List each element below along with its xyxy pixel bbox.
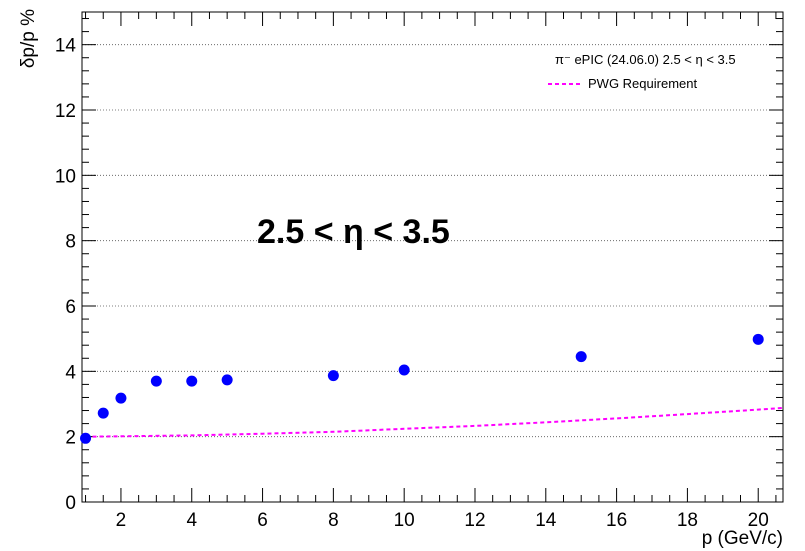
x-tick-label: 6 [257, 510, 268, 531]
data-point [80, 432, 92, 444]
x-tick-label: 10 [394, 510, 415, 531]
data-point [186, 375, 198, 387]
series [80, 333, 784, 444]
y-tick-label: 12 [55, 101, 76, 122]
y-axis-label: δp/p % [18, 9, 39, 68]
data-point [398, 364, 410, 376]
x-tick-label: 12 [464, 510, 485, 531]
data-point [150, 375, 162, 387]
data-point [327, 370, 339, 382]
y-tick-label: 10 [55, 166, 76, 187]
eta-range-annotation: 2.5 < η < 3.5 [257, 213, 450, 251]
y-tick-label: 14 [55, 36, 77, 57]
x-tick-label: 16 [606, 510, 627, 531]
x-tick-label: 2 [116, 510, 127, 531]
data-point [221, 374, 233, 386]
x-tick-label: 14 [535, 510, 557, 531]
x-tick-label: 8 [328, 510, 339, 531]
x-axis-label: p (GeV/c) [702, 528, 783, 549]
data-point [97, 407, 109, 419]
data-point [575, 351, 587, 363]
axes: 0 2 4 6 8 10 12 14 2 4 6 8 10 12 14 16 18 20 [55, 11, 784, 531]
legend: π⁻ ePIC (24.06.0) 2.5 < η < 3.5 PWG Requi… [548, 52, 736, 91]
x-tick-label: 20 [748, 510, 769, 531]
plot-frame [81, 11, 784, 503]
data-point [752, 333, 764, 345]
y-tick-label: 6 [65, 297, 76, 318]
y-tick-label: 0 [65, 493, 76, 514]
y-tick-label: 4 [65, 362, 76, 383]
legend-label-requirement: PWG Requirement [588, 76, 697, 91]
data-point [115, 392, 127, 404]
legend-label-epic: π⁻ ePIC (24.06.0) 2.5 < η < 3.5 [555, 52, 736, 67]
pwg-requirement-line [85, 406, 784, 438]
x-tick-label: 4 [186, 510, 197, 531]
y-tick-label: 8 [65, 232, 76, 253]
x-tick-label: 18 [677, 510, 698, 531]
y-tick-label: 2 [65, 428, 76, 449]
